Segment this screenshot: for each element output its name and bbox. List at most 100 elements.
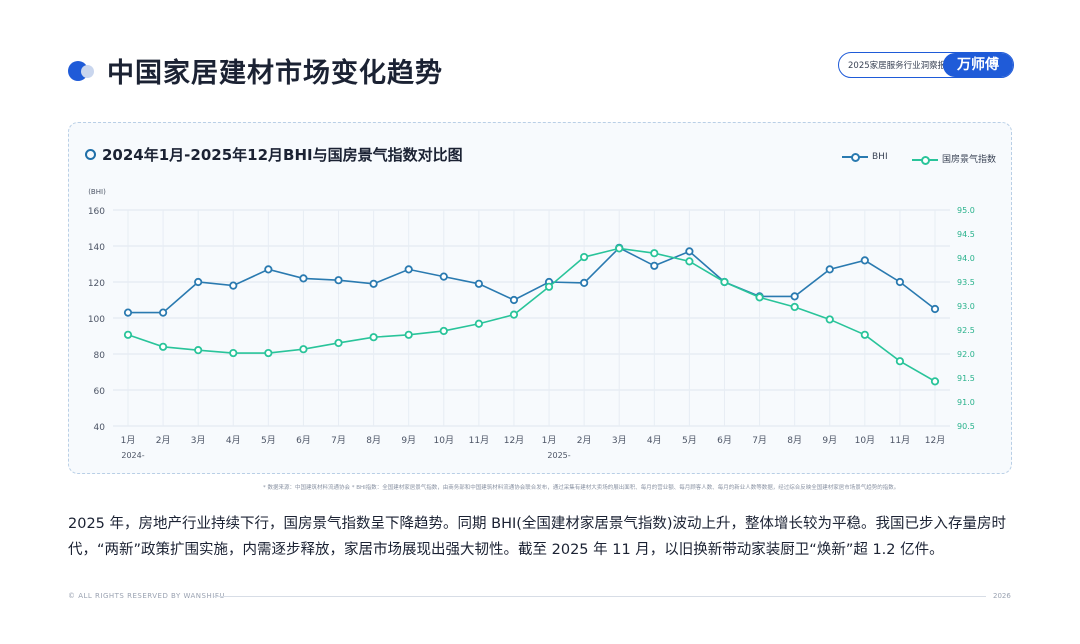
legend-label-bhi: BHI: [872, 152, 888, 162]
x-tick-label: 7月: [752, 435, 767, 446]
y-tick-left: 160: [88, 207, 105, 217]
x-tick-label: 10月: [434, 435, 454, 446]
data-point-gf: [334, 338, 343, 348]
x-tick-label: 3月: [612, 435, 627, 446]
data-point-gf: [650, 249, 659, 258]
x-tick-label: 3月: [191, 435, 206, 446]
x-tick-label: 4月: [647, 435, 662, 446]
data-point-gf: [615, 244, 624, 253]
data-point-gf: [404, 330, 413, 339]
data-point-bhi: [194, 277, 203, 287]
x-tick-label: 2月: [577, 435, 592, 446]
page-title: 中国家居建材市场变化趋势: [107, 58, 443, 89]
data-point-gf: [439, 326, 448, 336]
series-line-gf: [127, 247, 936, 383]
y-tick-right: 94.0: [957, 254, 975, 263]
x-tick-label: 8月: [366, 435, 381, 446]
data-point-gf: [825, 315, 834, 324]
y-tick-right: 93.5: [957, 278, 975, 287]
year-label-2024: 2024-: [121, 451, 144, 460]
data-point-bhi: [860, 256, 869, 265]
y-tick-left: 80: [94, 351, 106, 361]
data-point-gf: [299, 345, 308, 354]
x-tick-label: 9月: [822, 435, 837, 446]
x-tick-label: 11月: [469, 435, 489, 446]
source-note: * 数据来源：中国建筑材料流通协会 * BHI指数：全国建材家居景气指数，由商务…: [263, 485, 900, 491]
x-tick-label: 10月: [855, 435, 875, 446]
y-tick-right: 95.0: [957, 206, 975, 215]
data-point-bhi: [930, 304, 940, 314]
x-tick-label: 9月: [401, 435, 416, 446]
y-tick-left: 40: [94, 423, 106, 433]
footer-divider: [214, 596, 986, 597]
legend-label-gf: 国房景气指数: [942, 155, 997, 165]
chart-card: 2024年1月-2025年12月BHI与国房景气指数对比图 BHI 国房景气指数…: [68, 122, 1012, 474]
data-point-bhi: [895, 277, 905, 287]
data-point-bhi: [299, 274, 308, 283]
x-tick-label: 7月: [331, 435, 346, 446]
data-point-bhi: [264, 265, 273, 274]
grid-lines: [113, 209, 950, 427]
data-point-gf: [685, 257, 694, 266]
data-point-bhi: [509, 295, 519, 305]
data-point-bhi: [685, 247, 694, 256]
x-tick-label: 6月: [296, 435, 311, 446]
x-tick-label: 4月: [226, 435, 241, 446]
y-axis-label-left: (BHI): [88, 188, 106, 196]
y-tick-left: 60: [94, 387, 106, 397]
data-point-bhi: [123, 308, 133, 317]
x-tick-label: 12月: [504, 435, 524, 446]
data-point-gf: [474, 319, 483, 328]
x-tick-label: 11月: [890, 435, 910, 446]
y-tick-right: 91.0: [957, 398, 975, 407]
report-badge: 2025家居服务行业洞察报告 万师傅: [838, 52, 1014, 78]
x-tick-label: 5月: [261, 435, 276, 446]
x-tick-label: 6月: [717, 435, 732, 446]
data-point-gf: [194, 346, 203, 355]
y-tick-left: 140: [88, 243, 105, 253]
data-point-gf: [509, 310, 519, 319]
data-point-bhi: [580, 278, 589, 287]
circle-icon: [85, 149, 96, 160]
data-point-bhi: [369, 279, 378, 288]
x-tick-label: 1月: [121, 435, 136, 446]
data-point-gf: [895, 357, 905, 366]
x-tick-label: 12月: [925, 435, 945, 446]
data-point-bhi: [825, 265, 834, 274]
x-tick-label: 8月: [787, 435, 802, 446]
data-point-bhi: [790, 292, 799, 301]
data-point-gf: [580, 252, 589, 262]
legend-item-gf: 国房景气指数: [912, 152, 996, 165]
brand-logo: 万师傅: [943, 53, 1013, 77]
data-point-gf: [790, 302, 799, 312]
data-point-gf: [123, 330, 133, 339]
data-point-gf: [229, 348, 238, 358]
chart-plot: (BHI) 40 60 80 100 120 140 160 90.5 91.0 91.5 92.0 9…: [88, 188, 975, 460]
data-point-bhi: [404, 265, 413, 274]
bullet-dot-secondary: [81, 65, 94, 78]
year-label-2025: 2025-: [547, 451, 570, 460]
data-point-gf: [720, 277, 729, 287]
chart-title-row: 2024年1月-2025年12月BHI与国房景气指数对比图: [85, 144, 463, 165]
data-point-gf: [860, 330, 869, 339]
data-point-bhi: [229, 281, 238, 290]
legend-item-bhi: BHI: [842, 152, 888, 162]
legend-marker-bhi: [842, 152, 868, 162]
y-tick-right: 90.5: [957, 422, 975, 431]
data-point-gf: [755, 293, 764, 302]
y-tick-right: 94.5: [957, 230, 975, 239]
data-point-gf: [544, 282, 554, 291]
series-line-bhi: [128, 246, 936, 314]
x-tick-label: 2月: [156, 435, 171, 446]
x-tick-label: 1月: [542, 435, 557, 446]
data-point-gf: [264, 348, 273, 358]
title-bullet-icon: [68, 60, 100, 82]
legend-marker-gf: [912, 155, 938, 165]
y-tick-right: 92.0: [957, 350, 975, 359]
data-point-bhi: [158, 308, 168, 317]
y-tick-right: 93.0: [957, 302, 975, 311]
badge-text: 2025家居服务行业洞察报告: [848, 61, 955, 71]
data-point-gf: [369, 333, 378, 342]
data-point-bhi: [650, 261, 659, 270]
footer-year: 2026: [993, 592, 1011, 600]
